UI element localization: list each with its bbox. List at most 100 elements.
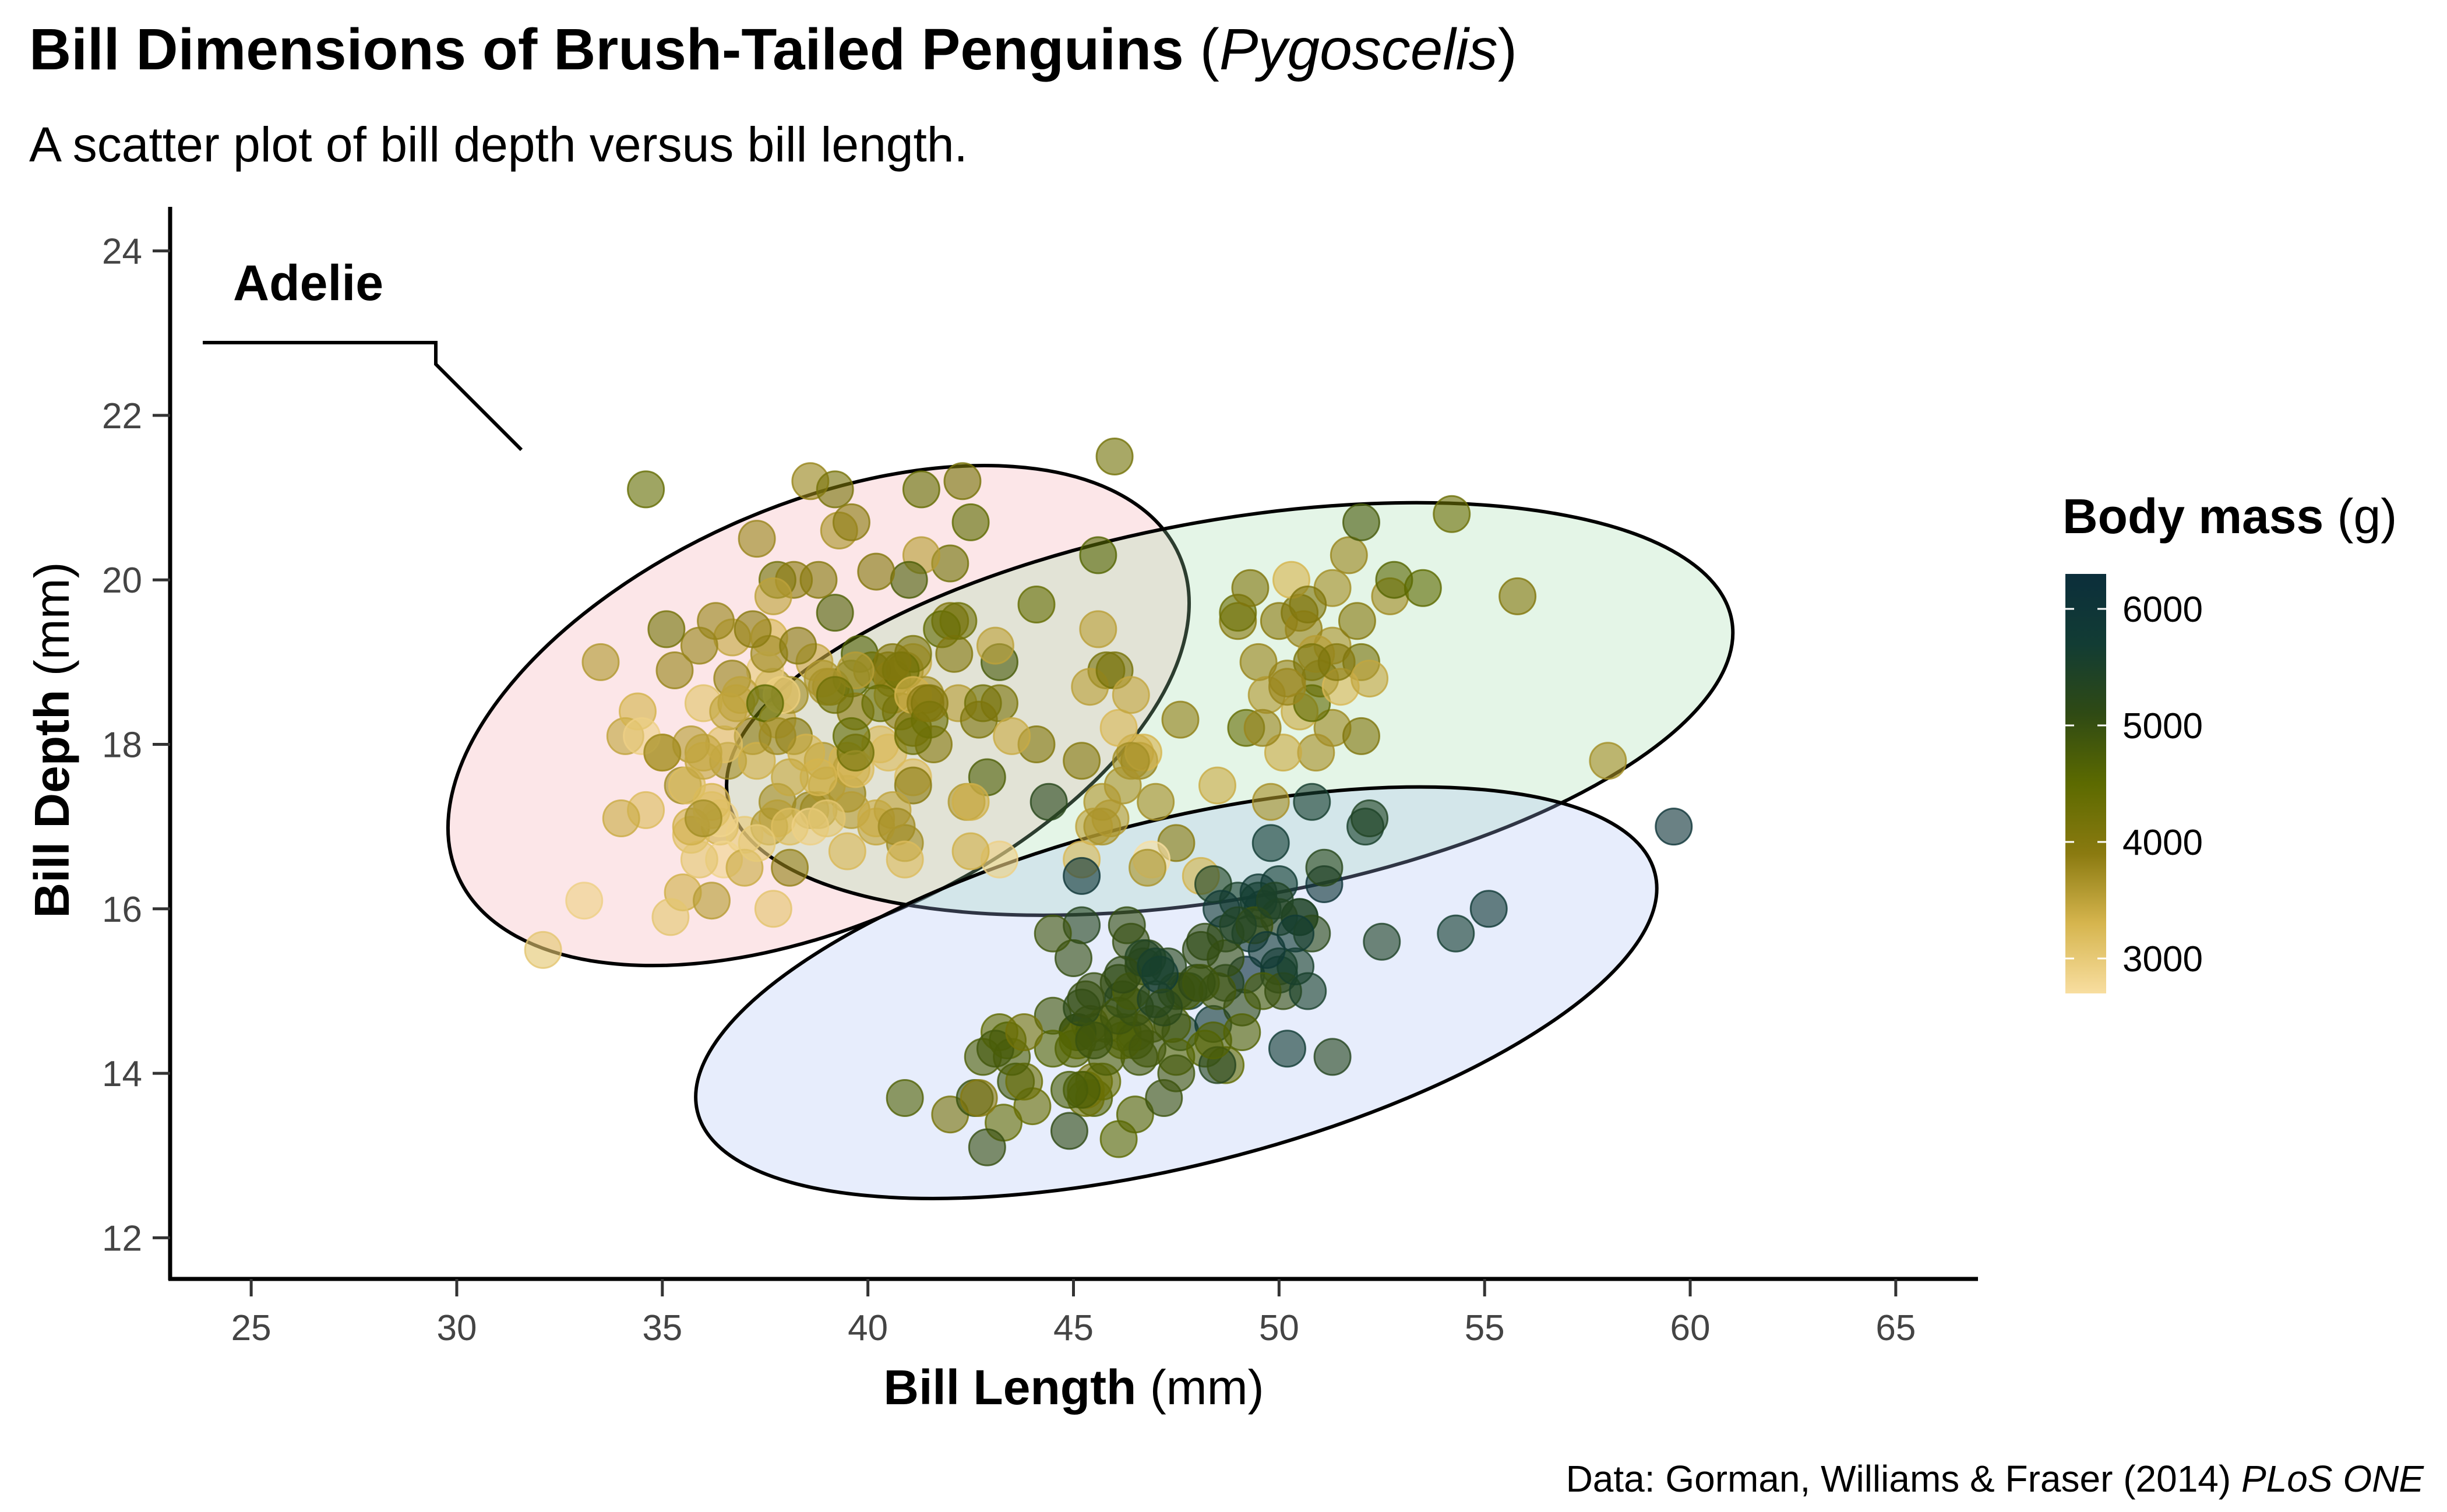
data-point (1243, 709, 1282, 747)
adelie-annotation: Adelie (203, 255, 523, 452)
data-point (1034, 914, 1072, 953)
data-point (693, 882, 731, 920)
data-point (1256, 882, 1294, 920)
data-point (684, 742, 722, 780)
data-point (976, 1030, 1014, 1068)
data-point (771, 758, 809, 796)
data-point (1313, 1038, 1352, 1076)
chart-title-open-paren: ( (1183, 17, 1219, 82)
data-point (754, 577, 792, 615)
x-tick-label: 55 (1465, 1308, 1505, 1348)
data-point (1655, 808, 1693, 846)
data-point (1050, 1070, 1088, 1109)
data-point (1137, 947, 1175, 986)
x-tick-label: 45 (1053, 1308, 1094, 1348)
annotation-leader-line (203, 341, 523, 452)
data-point (1437, 914, 1475, 953)
x-axis-title-bold: Bill Length (883, 1360, 1136, 1415)
data-point (1305, 848, 1344, 887)
x-tick-label: 25 (231, 1308, 272, 1348)
annotation-label: Adelie (233, 255, 383, 311)
data-point (943, 462, 982, 501)
data-point (1231, 569, 1270, 607)
legend-title: Body mass (g) (2062, 489, 2397, 544)
chart-subtitle: A scatter plot of bill depth versus bill… (29, 117, 968, 172)
data-point (832, 503, 870, 541)
data-point (1363, 922, 1401, 961)
data-point (1079, 610, 1117, 648)
data-point (1099, 709, 1138, 747)
y-axis-title-bold: Bill Depth (24, 690, 79, 918)
x-tick-label: 60 (1670, 1308, 1711, 1348)
data-point (968, 1128, 1006, 1166)
data-point (1247, 931, 1286, 969)
data-point (935, 635, 974, 673)
data-point (828, 832, 866, 870)
data-point (1103, 956, 1142, 994)
data-point (684, 799, 722, 838)
y-tick-label: 20 (102, 561, 142, 601)
data-point (1137, 783, 1175, 821)
data-point (1251, 824, 1290, 862)
data-point (1099, 996, 1138, 1035)
data-point (1005, 1013, 1043, 1052)
y-tick-label: 14 (102, 1054, 142, 1094)
caption-source: Data: Gorman, Williams & Fraser (2014) (1565, 1458, 2241, 1500)
x-tick-label: 30 (436, 1308, 477, 1348)
data-point (1297, 734, 1335, 772)
data-point (758, 717, 796, 755)
legend-title-bold: Body mass (2062, 489, 2323, 544)
x-tick-label: 50 (1259, 1308, 1299, 1348)
data-point (565, 882, 604, 920)
data-point (960, 1079, 998, 1117)
chart-title-main: Bill Dimensions of Brush-Tailed Penguins (29, 17, 1184, 82)
data-point (1145, 1079, 1183, 1117)
data-point (1129, 1030, 1167, 1068)
data-point (651, 898, 690, 936)
y-axis-title-unit: (mm) (24, 562, 79, 689)
data-point (877, 808, 916, 846)
data-point (1145, 988, 1183, 1027)
data-point (873, 643, 912, 681)
data-point (1293, 643, 1331, 681)
data-point (738, 520, 776, 558)
data-point (1182, 964, 1220, 1002)
data-point (1129, 848, 1167, 887)
chart-title-genus: Pygoscelis (1219, 17, 1498, 82)
data-point (894, 766, 932, 805)
data-point (1095, 437, 1134, 475)
data-point (836, 734, 875, 772)
data-point (1112, 676, 1150, 714)
x-tick-label: 65 (1875, 1308, 1916, 1348)
data-point (816, 594, 854, 632)
data-point (1264, 734, 1302, 772)
data-point (1055, 939, 1092, 977)
data-point (1063, 857, 1101, 895)
data-point (1034, 1030, 1072, 1068)
data-point (886, 840, 924, 879)
data-point (1330, 536, 1368, 575)
data-point (886, 1079, 924, 1117)
legend-colorbar (2065, 574, 2106, 993)
legend-tick-label: 4000 (2122, 823, 2203, 863)
legend-tick-label: 3000 (2122, 939, 2203, 979)
chart-title-close-paren: ) (1497, 17, 1518, 82)
data-point (1338, 602, 1376, 640)
data-point (1268, 1030, 1306, 1068)
data-point (1268, 668, 1306, 706)
data-point (697, 602, 735, 640)
data-point (816, 470, 854, 509)
data-point (1067, 980, 1105, 1018)
y-tick-label: 16 (102, 890, 142, 930)
data-point (1589, 742, 1627, 780)
data-point (890, 561, 928, 599)
data-point (1050, 1112, 1088, 1150)
data-point (655, 651, 694, 689)
data-point (1351, 660, 1389, 698)
data-point (1161, 700, 1200, 739)
data-point (1469, 890, 1508, 928)
legend-tick-label: 5000 (2122, 706, 2203, 746)
data-point (643, 734, 682, 772)
data-point (1017, 586, 1056, 624)
data-point (857, 552, 895, 591)
